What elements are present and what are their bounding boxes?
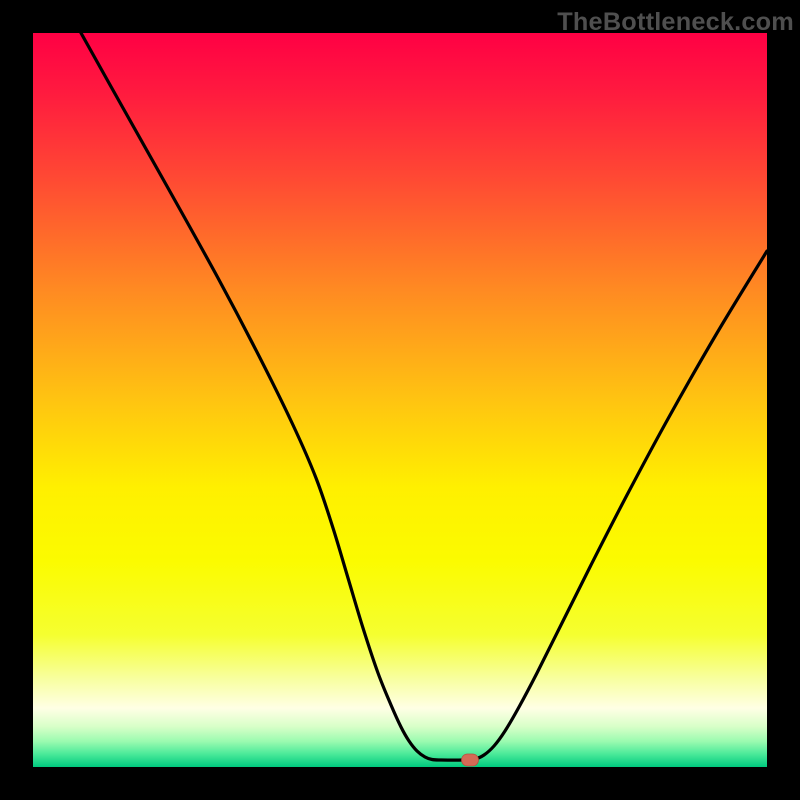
optimal-point-marker [461, 753, 480, 767]
v-curve-line [81, 33, 767, 760]
watermark-text: TheBottleneck.com [557, 8, 794, 37]
bottleneck-curve [33, 33, 767, 767]
bottleneck-chart [33, 33, 767, 767]
